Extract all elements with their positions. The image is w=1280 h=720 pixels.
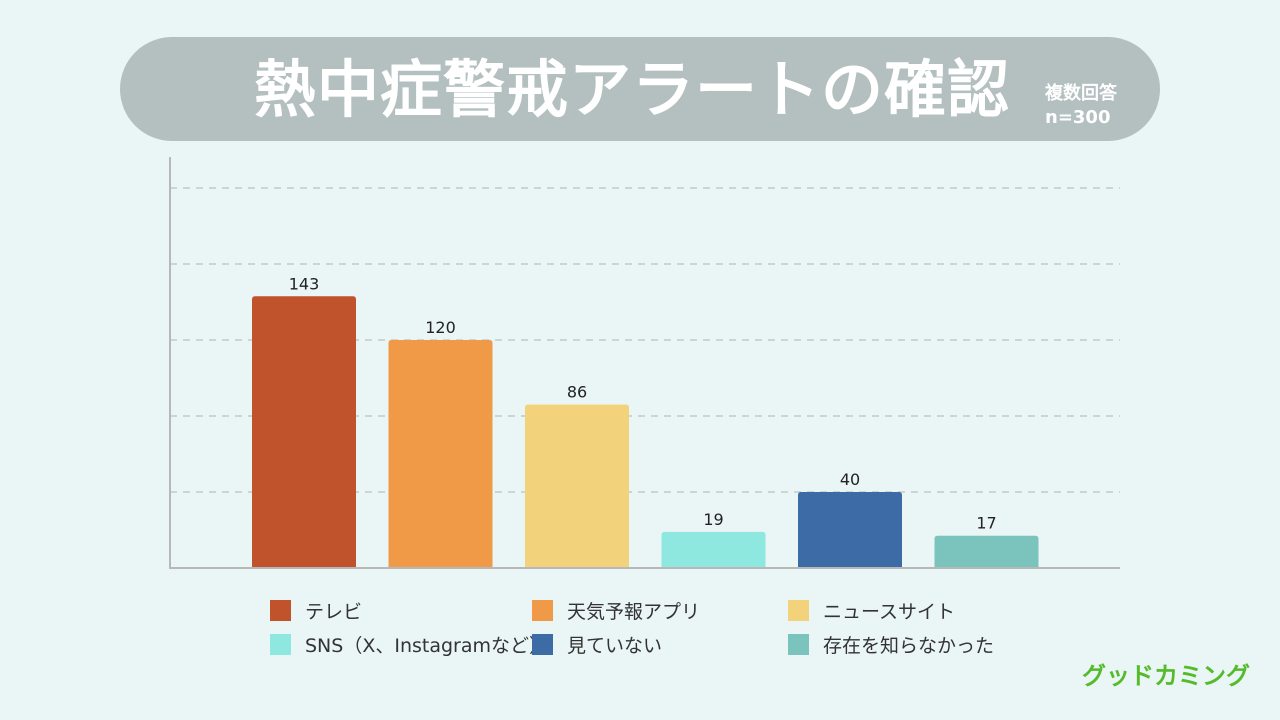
legend-label: SNS（X、Instagramなど） (305, 634, 549, 657)
legend-item-not-seen: 見ていない (532, 630, 662, 658)
legend-label: 存在を知らなかった (823, 634, 995, 657)
legend-item-news-site: ニュースサイト (788, 596, 955, 624)
legend-item-tv: テレビ (270, 596, 362, 624)
note-sample-size: n=300 (1045, 107, 1111, 128)
legend-item-weather-app: 天気予報アプリ (532, 596, 700, 624)
legend-swatch (270, 633, 291, 655)
bar-value-label: 40 (840, 470, 860, 489)
bar-value-label: 120 (425, 318, 456, 337)
chart-title: 熱中症警戒アラートの確認 (254, 53, 1011, 126)
legend-label: 見ていない (567, 634, 663, 657)
legend-item-unaware: 存在を知らなかった (788, 630, 994, 658)
note-multiple-answers: 複数回答 (1045, 83, 1117, 104)
bar-value-label: 19 (703, 510, 723, 529)
legend: テレビ 天気予報アプリ ニュースサイト SNS（X、Instagramなど） 見… (270, 596, 1090, 666)
bar (798, 492, 902, 568)
legend-label: ニュースサイト (823, 600, 956, 623)
legend-swatch (788, 599, 809, 621)
title-banner (120, 37, 1160, 141)
sample-note: 複数回答 n=300 (1045, 82, 1117, 130)
bar (934, 535, 1039, 568)
bar (525, 404, 629, 568)
legend-label: テレビ (305, 600, 363, 623)
legend-swatch (532, 633, 553, 655)
legend-swatch (788, 633, 809, 655)
bar (252, 296, 356, 568)
legend-item-sns: SNS（X、Instagramなど） (270, 630, 548, 658)
bar-value-label: 143 (289, 274, 320, 293)
legend-label: 天気予報アプリ (567, 600, 701, 623)
bar-value-label: 86 (567, 383, 587, 402)
legend-swatch (270, 599, 291, 621)
bar (661, 531, 766, 568)
bar (388, 340, 493, 568)
brand-logo: グッドカミング (1082, 662, 1250, 690)
legend-swatch (532, 599, 553, 621)
bar-value-label: 17 (976, 514, 996, 533)
